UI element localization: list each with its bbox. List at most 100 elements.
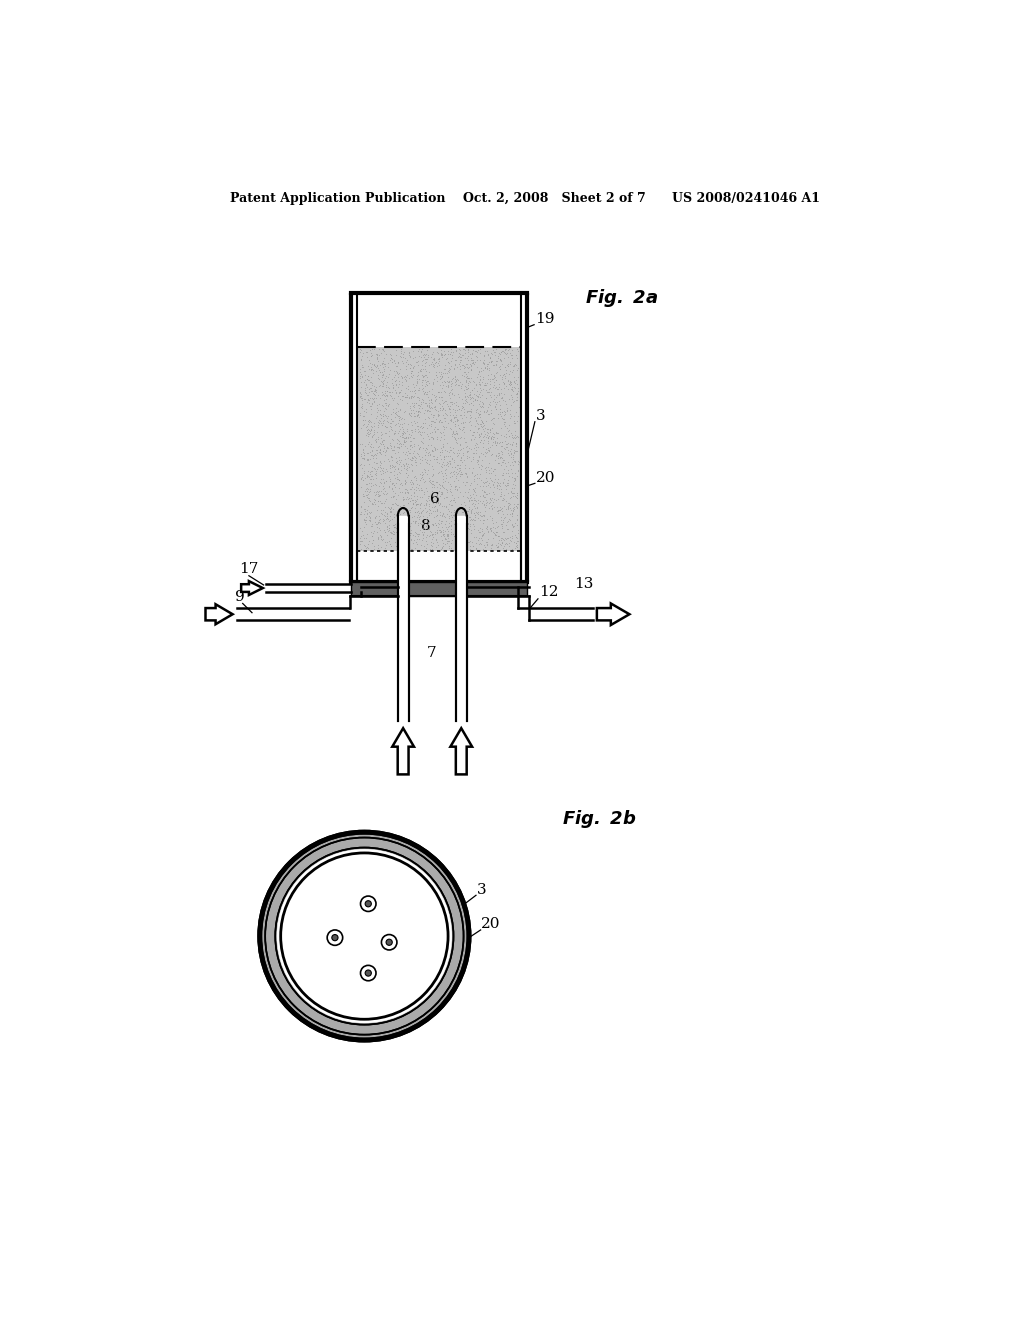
Point [421,355,437,376]
Point [376,504,392,525]
Point [413,360,429,381]
Point [366,539,382,560]
Point [453,482,469,503]
Point [499,342,515,363]
Point [503,444,519,465]
Point [481,498,498,519]
Point [401,354,418,375]
Point [359,449,376,470]
Point [461,457,477,478]
Point [490,474,507,495]
Point [427,483,443,504]
Point [398,371,415,392]
Point [365,388,381,409]
Point [431,355,447,376]
Point [382,506,398,527]
Point [478,379,495,400]
Point [401,502,418,523]
Point [419,371,435,392]
Point [451,462,467,483]
Point [397,480,414,502]
Point [407,513,423,535]
Point [444,449,461,470]
Point [483,409,500,430]
Point [475,487,492,508]
Point [485,474,502,495]
Point [424,515,440,536]
Point [419,395,435,416]
Point [505,428,521,449]
Point [391,433,408,454]
Point [377,506,393,527]
Point [370,457,386,478]
Point [481,425,498,446]
Point [468,490,484,511]
Point [375,433,391,454]
Point [436,343,453,364]
Point [421,467,437,488]
Point [359,478,376,499]
Point [476,482,493,503]
Point [463,508,479,529]
Point [437,416,454,437]
Point [415,413,431,434]
Point [503,499,519,520]
Point [493,507,509,528]
Point [421,395,437,416]
Point [499,436,515,457]
Point [478,471,495,492]
Point [452,351,468,372]
Point [396,430,413,451]
Point [379,532,395,553]
Point [408,477,424,498]
Point [392,515,409,536]
Point [508,440,524,461]
Point [508,359,524,380]
Point [417,348,433,370]
Point [483,495,500,516]
Point [428,520,444,541]
Point [470,374,486,395]
Point [360,490,377,511]
Point [422,401,438,422]
Point [369,440,385,461]
Point [453,462,469,483]
Point [486,449,503,470]
Point [482,506,499,527]
Point [415,524,431,545]
Point [353,396,370,417]
Text: 3: 3 [536,409,545,424]
Point [428,364,444,385]
Point [395,527,412,548]
Point [415,380,431,401]
Point [497,356,513,378]
Point [399,392,416,413]
Point [392,525,409,546]
Point [474,368,490,389]
Point [503,531,519,552]
Point [373,458,389,479]
Point [480,428,497,449]
Point [382,454,398,475]
Point [372,442,388,463]
Point [414,449,430,470]
Point [387,513,403,535]
Point [391,525,408,546]
Point [361,508,378,529]
Point [455,417,471,438]
Point [406,479,422,500]
Point [426,477,442,498]
Point [407,445,423,466]
Point [442,342,459,363]
Point [463,500,479,521]
Point [497,416,513,437]
Point [455,354,471,375]
Point [353,366,370,387]
Point [433,343,450,364]
Point [398,437,415,458]
Point [406,441,422,462]
Point [385,399,401,420]
Point [407,498,423,519]
Text: 6: 6 [306,965,316,979]
Point [501,338,517,359]
